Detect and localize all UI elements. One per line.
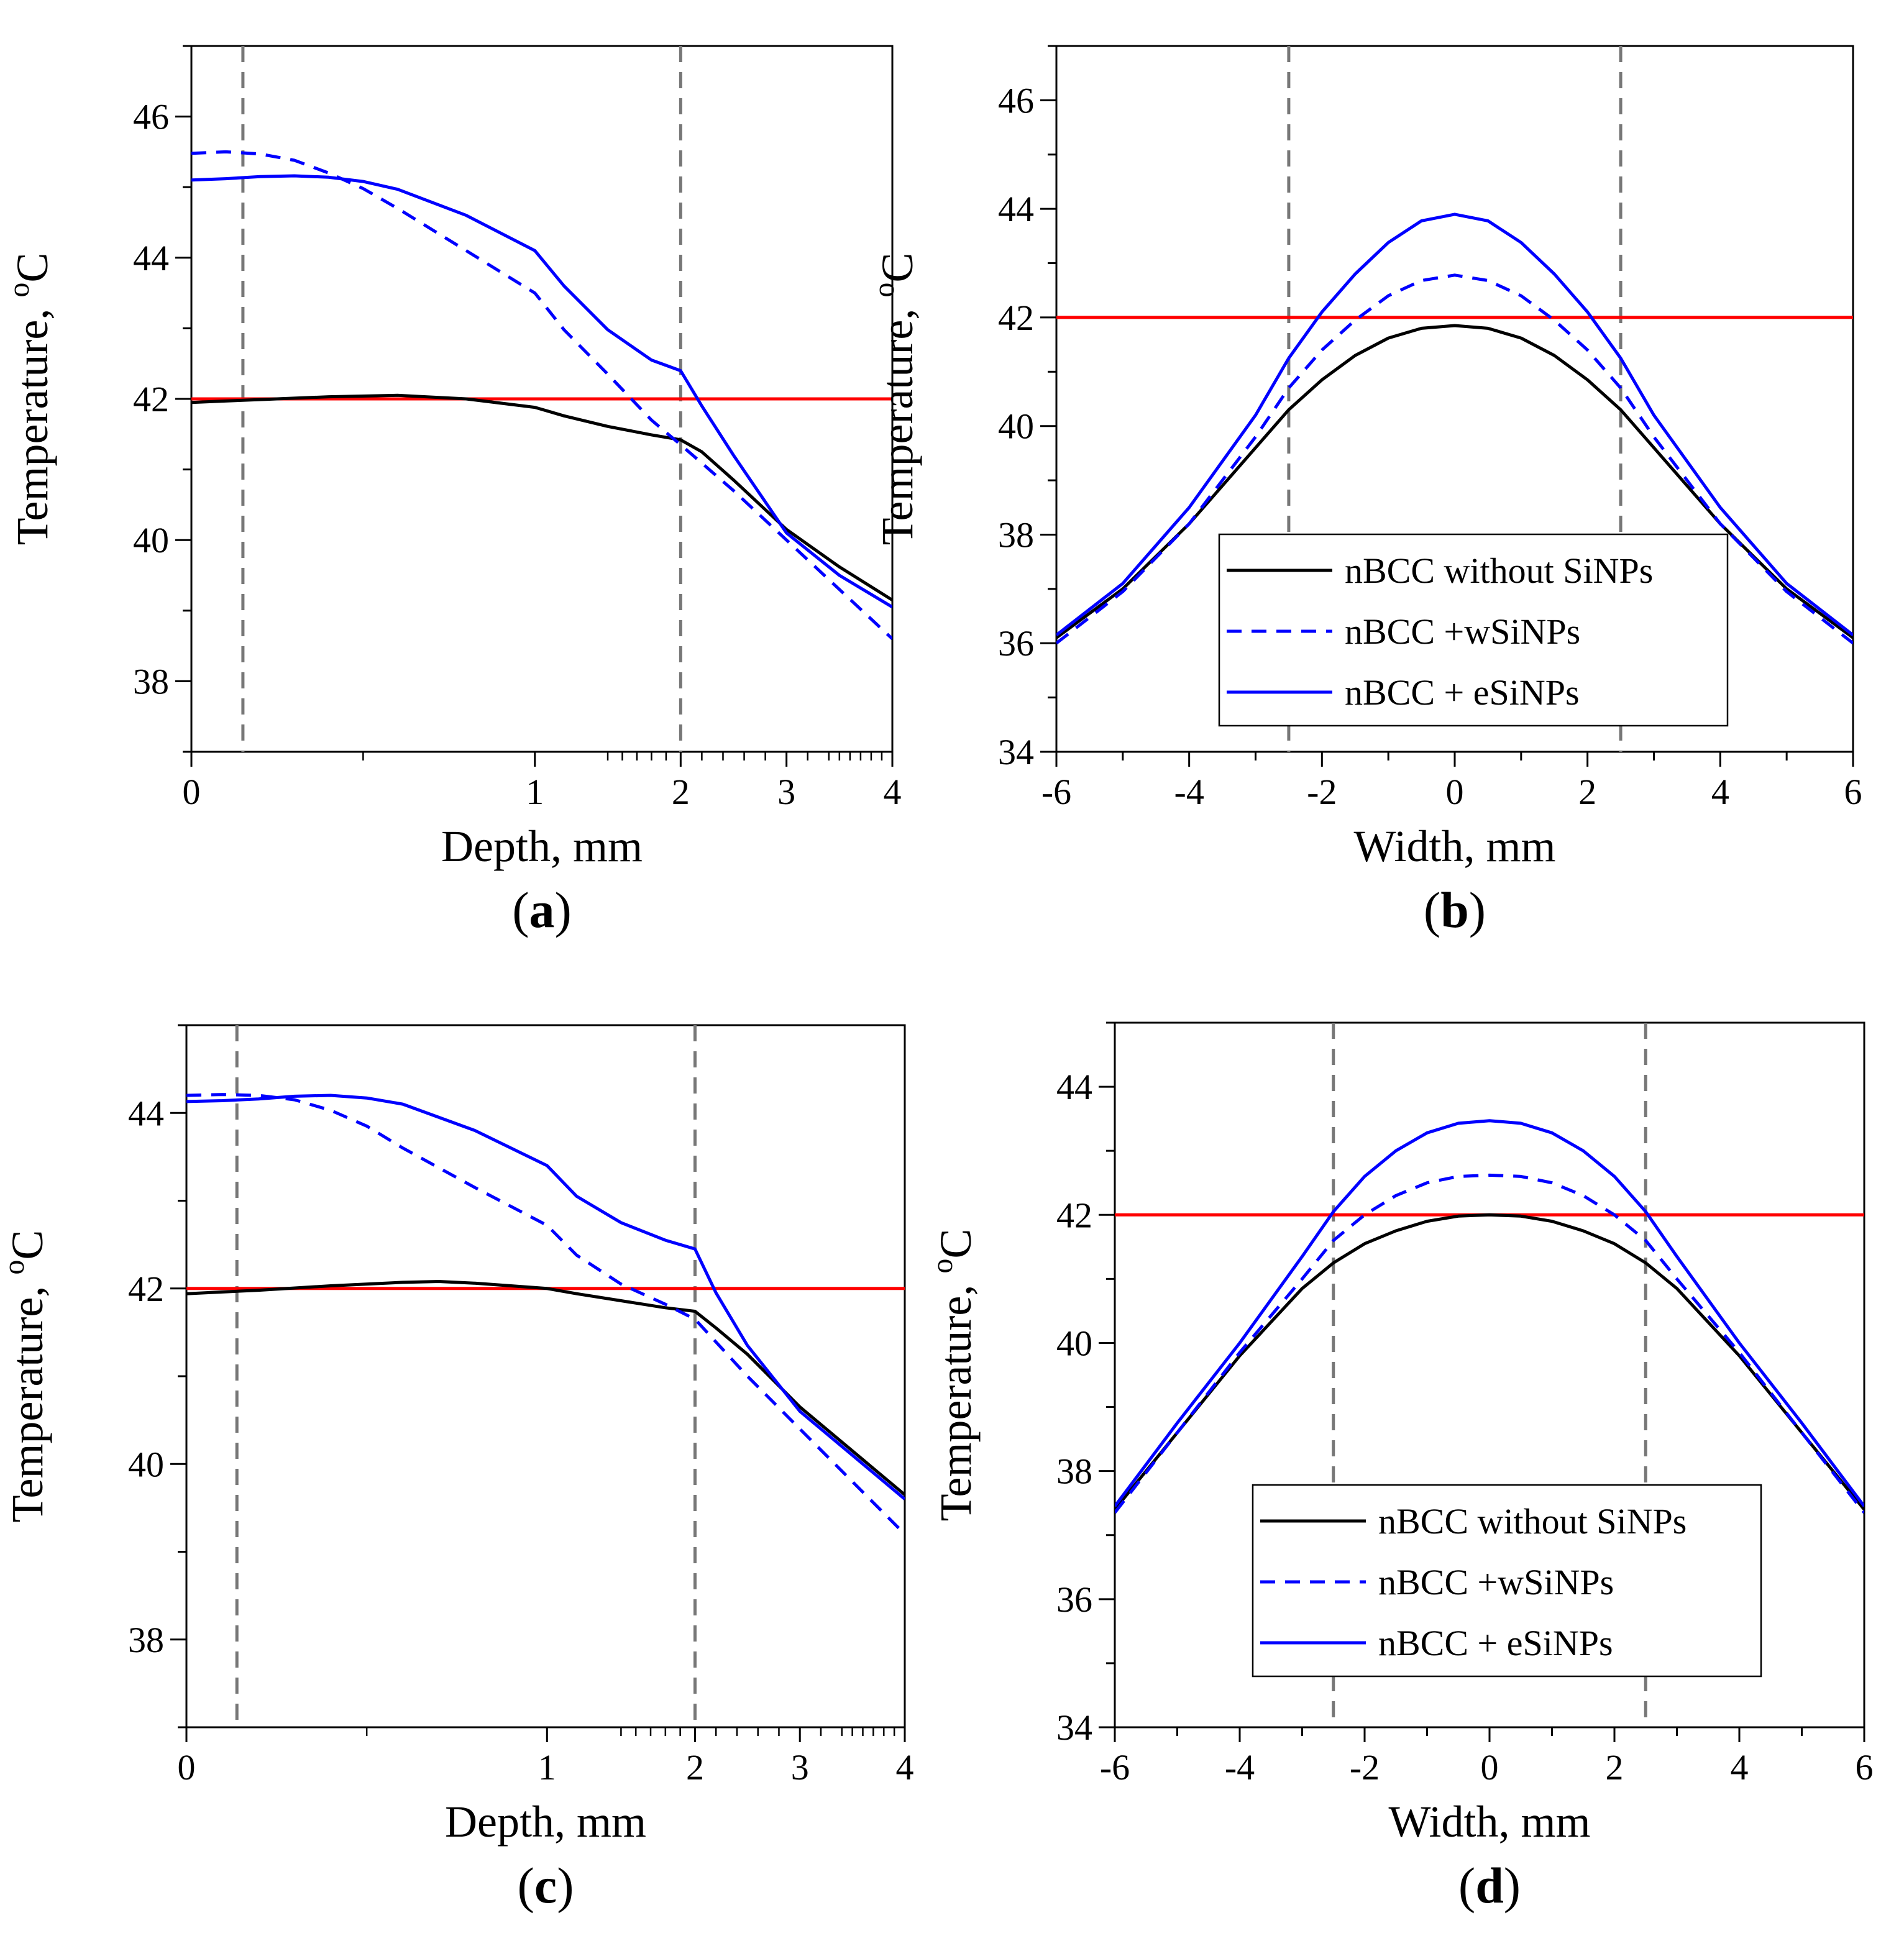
x-axis-title: Depth, mm xyxy=(441,821,643,871)
plot-area xyxy=(1056,46,1853,752)
x-tick-label: 1 xyxy=(538,1747,556,1788)
legend-label-2: nBCC +wSiNPs xyxy=(1345,611,1580,652)
y-tick-label: 38 xyxy=(998,514,1034,555)
unit: C xyxy=(7,253,57,283)
y-tick-label: 42 xyxy=(133,379,169,419)
x-tick-label: -2 xyxy=(1350,1747,1380,1788)
x-tick-label: 2 xyxy=(1606,1747,1624,1788)
y-tick-label: 42 xyxy=(998,298,1034,338)
y-tick-label: 36 xyxy=(998,623,1034,664)
y-axis-title: Temperature, oC xyxy=(2,253,57,546)
y-tick-label: 42 xyxy=(128,1269,164,1309)
degree-sup: o xyxy=(0,1260,30,1275)
series-line-1 xyxy=(1115,1213,1864,1511)
series-line-2 xyxy=(1115,1173,1864,1514)
y-tick-label: 40 xyxy=(133,520,169,560)
y-tick-label: 46 xyxy=(998,80,1034,121)
legend-label-3: nBCC + eSiNPs xyxy=(1378,1623,1613,1663)
x-tick-label: 2 xyxy=(1578,772,1596,812)
x-tick-label: 3 xyxy=(791,1747,809,1788)
x-tick-label: 3 xyxy=(777,772,795,812)
x-tick-label: 2 xyxy=(672,772,690,812)
series-line-2 xyxy=(191,150,892,641)
x-tick-label: -4 xyxy=(1174,772,1204,812)
plot-frame xyxy=(185,1024,906,1729)
degree-sup: o xyxy=(926,1259,959,1274)
panel-label: (a) xyxy=(512,882,572,938)
y-tick-label: 34 xyxy=(1056,1707,1092,1748)
x-tick-label: 4 xyxy=(884,772,902,812)
x-tick-label: -6 xyxy=(1100,1747,1130,1788)
x-tick-label: 4 xyxy=(1711,772,1729,812)
unit: C xyxy=(931,1229,981,1259)
x-axis-title: Depth, mm xyxy=(445,1797,646,1847)
y-tick-label: 40 xyxy=(998,406,1034,447)
y-tick-label: 46 xyxy=(133,97,169,137)
y-tick-label: 34 xyxy=(998,732,1034,772)
series-line-2 xyxy=(1056,273,1853,645)
legend: nBCC without SiNPs nBCC +wSiNPs nBCC + eSi… xyxy=(1218,533,1729,727)
panel-a: 38 40 42 44 46 0 1 2 3 4 Depth, mm Temperature, oC (… xyxy=(2,45,902,938)
x-tick-label: 1 xyxy=(526,772,544,812)
y-tick-label: 44 xyxy=(133,238,169,278)
series-line-2 xyxy=(186,1093,905,1535)
series-line-1 xyxy=(191,393,892,601)
y-tick-label: 44 xyxy=(1056,1067,1092,1107)
x-tick-label: 4 xyxy=(1731,1747,1749,1788)
x-tick-label: 6 xyxy=(1844,772,1862,812)
series-line-3 xyxy=(191,174,892,609)
y-tick-label: 40 xyxy=(128,1444,164,1484)
y-axis-title: Temperature, oC xyxy=(867,253,922,546)
y-tick-label: 36 xyxy=(1056,1579,1092,1620)
plot-area xyxy=(186,1025,905,1727)
unit: C xyxy=(872,253,922,283)
panel-label: (b) xyxy=(1424,882,1486,938)
panel-label: (d) xyxy=(1458,1857,1521,1914)
y-tick-label: 38 xyxy=(1056,1451,1092,1492)
series-line-3 xyxy=(1056,212,1853,637)
legend-label-3: nBCC + eSiNPs xyxy=(1345,672,1580,713)
plot-area xyxy=(1115,1023,1864,1727)
legend-label-1: nBCC without SiNPs xyxy=(1345,550,1653,591)
y-axis-title: Temperature, oC xyxy=(926,1229,981,1522)
x-tick-label: 0 xyxy=(178,1747,196,1788)
x-tick-label: -4 xyxy=(1225,1747,1255,1788)
y-tick-label: 38 xyxy=(128,1620,164,1660)
x-tick-label: -2 xyxy=(1307,772,1337,812)
x-tick-label: 0 xyxy=(1481,1747,1499,1788)
y-tick-label: 40 xyxy=(1056,1323,1092,1363)
series-line-3 xyxy=(186,1094,905,1500)
legend-label-2: nBCC +wSiNPs xyxy=(1378,1562,1614,1602)
x-tick-label: -6 xyxy=(1041,772,1071,812)
y-tick-label: 44 xyxy=(128,1093,164,1133)
x-tick-label: 4 xyxy=(896,1747,914,1788)
x-axis-title: Width, mm xyxy=(1388,1797,1590,1847)
x-tick-label: 0 xyxy=(183,772,201,812)
x-tick-label: 6 xyxy=(1856,1747,1874,1788)
y-tick-label: 38 xyxy=(133,661,169,701)
series-line-1 xyxy=(1056,324,1853,639)
series-line-1 xyxy=(186,1280,905,1496)
panel-d: 34 36 38 40 42 44 -6 -4 -2 0 2 4 6 Width, mm Temperatu… xyxy=(926,1021,1874,1914)
degree-sup: o xyxy=(867,283,900,298)
y-tick-label: 44 xyxy=(998,189,1034,229)
x-tick-label: 0 xyxy=(1446,772,1464,812)
unit: C xyxy=(2,1230,52,1260)
series-line-3 xyxy=(1115,1119,1864,1507)
y-axis-title: Temperature, oC xyxy=(0,1230,52,1523)
y-tick-label: 42 xyxy=(1056,1195,1092,1235)
legend: nBCC without SiNPs nBCC +wSiNPs nBCC + eSi… xyxy=(1252,1484,1762,1678)
x-tick-label: 2 xyxy=(686,1747,704,1788)
legend-label-1: nBCC without SiNPs xyxy=(1378,1501,1687,1541)
panel-c: 38 40 42 44 0 1 2 3 4 Depth, mm Temperature, oC (c) xyxy=(0,1024,914,1914)
degree-sup: o xyxy=(2,283,35,298)
panel-label: (c) xyxy=(517,1857,574,1914)
x-axis-title: Width, mm xyxy=(1353,821,1555,871)
plot-area xyxy=(191,46,892,752)
